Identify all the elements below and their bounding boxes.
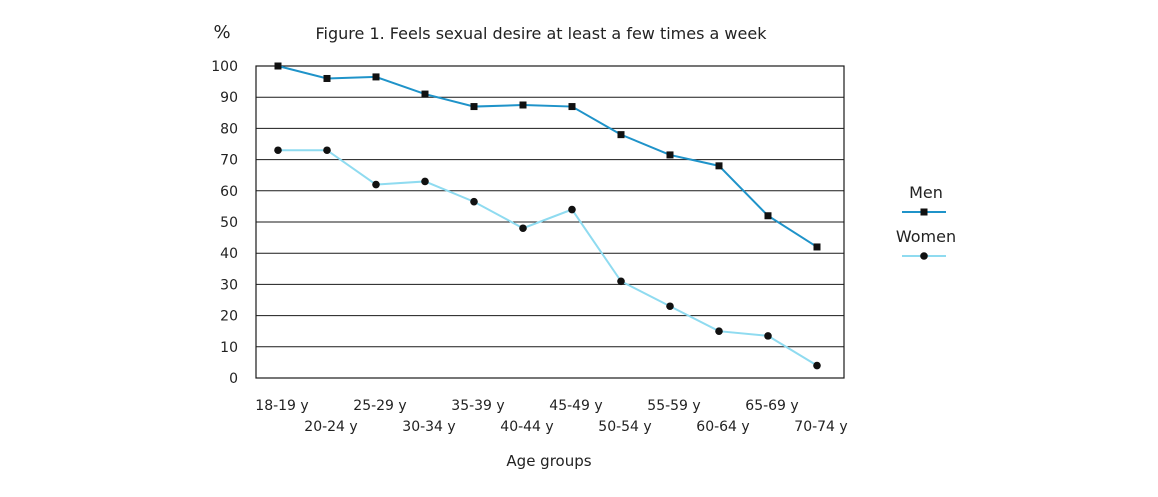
x-tick-label: 40-44 y [500, 419, 553, 435]
y-tick-label: 20 [220, 309, 238, 325]
data-point [421, 90, 429, 98]
data-point [519, 101, 527, 109]
y-tick-labels: 0 10 20 30 40 50 60 70 80 90 100 [211, 59, 238, 387]
data-point [666, 302, 674, 311]
y-unit-label: % [213, 22, 230, 43]
x-tick-label: 65-69 y [745, 398, 798, 414]
series [274, 62, 821, 370]
series-women [274, 146, 821, 370]
legend-item: Women [896, 227, 956, 260]
plot-frame [255, 65, 845, 379]
x-tick-label: 30-34 y [402, 419, 455, 435]
y-tick-label: 70 [220, 153, 238, 169]
x-tick-label: 50-54 y [598, 419, 651, 435]
x-tick-label: 70-74 y [794, 419, 847, 435]
data-point [568, 205, 576, 214]
data-point [372, 180, 380, 189]
data-point [421, 177, 429, 186]
data-point [617, 277, 625, 286]
data-point [274, 146, 282, 155]
data-point [666, 151, 674, 159]
data-point [323, 146, 331, 155]
series-line [278, 149, 818, 367]
y-tick-label: 10 [220, 340, 238, 356]
x-tick-labels: 18-19 y 20-24 y 25-29 y 30-34 y 35-39 y 40-44… [255, 398, 847, 435]
y-tick-label: 80 [220, 121, 238, 137]
x-tick-label: 55-59 y [647, 398, 700, 414]
data-point [470, 103, 478, 111]
x-tick-label: 60-64 y [696, 419, 749, 435]
legend-label: Women [896, 227, 956, 246]
data-point [813, 243, 821, 251]
series-line [277, 65, 818, 248]
legend-item: Men [902, 183, 946, 216]
y-tick-label: 0 [229, 371, 238, 387]
y-tick-label: 100 [211, 59, 238, 75]
series-men [274, 62, 821, 251]
gridlines [256, 96, 844, 348]
y-tick-label: 50 [220, 215, 238, 231]
data-point [764, 332, 772, 340]
legend: Men Women [896, 183, 956, 260]
x-tick-label: 25-29 y [353, 398, 406, 414]
x-tick-label: 45-49 y [549, 398, 602, 414]
data-point [813, 361, 821, 370]
chart-title: Figure 1. Feels sexual desire at least a… [316, 24, 768, 43]
legend-marker [920, 252, 928, 260]
y-tick-label: 30 [220, 277, 238, 293]
legend-marker [920, 208, 928, 216]
x-tick-label: 18-19 y [255, 398, 308, 414]
data-point [372, 73, 380, 81]
data-point [274, 62, 282, 70]
data-point [764, 212, 772, 220]
data-point [568, 103, 576, 111]
data-point [715, 162, 723, 170]
data-point [617, 131, 625, 139]
x-axis-label: Age groups [506, 452, 591, 470]
data-point [470, 197, 478, 206]
data-point [715, 327, 723, 336]
y-tick-label: 40 [220, 246, 238, 262]
x-tick-label: 35-39 y [451, 398, 504, 414]
y-tick-label: 90 [220, 90, 238, 106]
y-tick-label: 60 [220, 184, 238, 200]
legend-label: Men [909, 183, 943, 202]
x-tick-label: 20-24 y [304, 419, 357, 435]
data-point [323, 74, 331, 82]
data-point [519, 224, 527, 233]
